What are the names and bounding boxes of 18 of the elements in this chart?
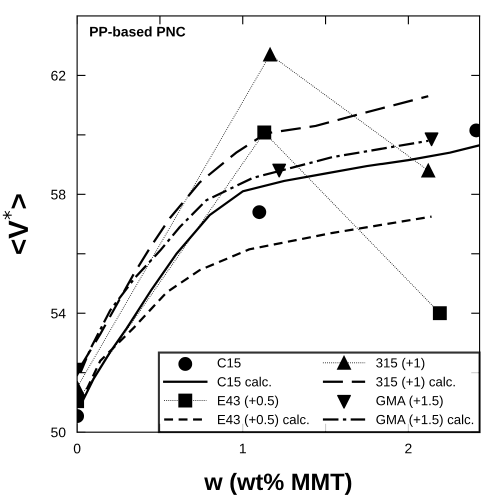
legend-label: 315 (+1) [376, 358, 424, 370]
y-tick-label: 58 [51, 190, 66, 200]
legend-label: C15 calc. [218, 376, 271, 386]
y-axis-title: <V$^{*}$> [2, 194, 28, 254]
y-tick-label: 54 [51, 308, 66, 318]
x-tick-label: 0 [74, 444, 80, 454]
x-axis-title: w (wt% MMT) [204, 472, 352, 495]
legend-label: E43 (+0.5) calc. [218, 414, 309, 427]
y-tick-label: 50 [51, 427, 66, 438]
legend-label: GMA (+1.5) calc. [376, 414, 474, 427]
legend-label: GMA (+1.5) [376, 396, 443, 408]
annotation: PP-based PNC [90, 26, 186, 37]
x-tick-label: 1 [240, 444, 246, 454]
legend-label: 315 (+1) calc. [376, 376, 455, 390]
legend-label: E43 (+0.5) [218, 396, 278, 408]
y-tick-label: 62 [51, 70, 66, 81]
legend-label: C15 [218, 358, 241, 368]
x-tick-label: 2 [405, 444, 412, 454]
